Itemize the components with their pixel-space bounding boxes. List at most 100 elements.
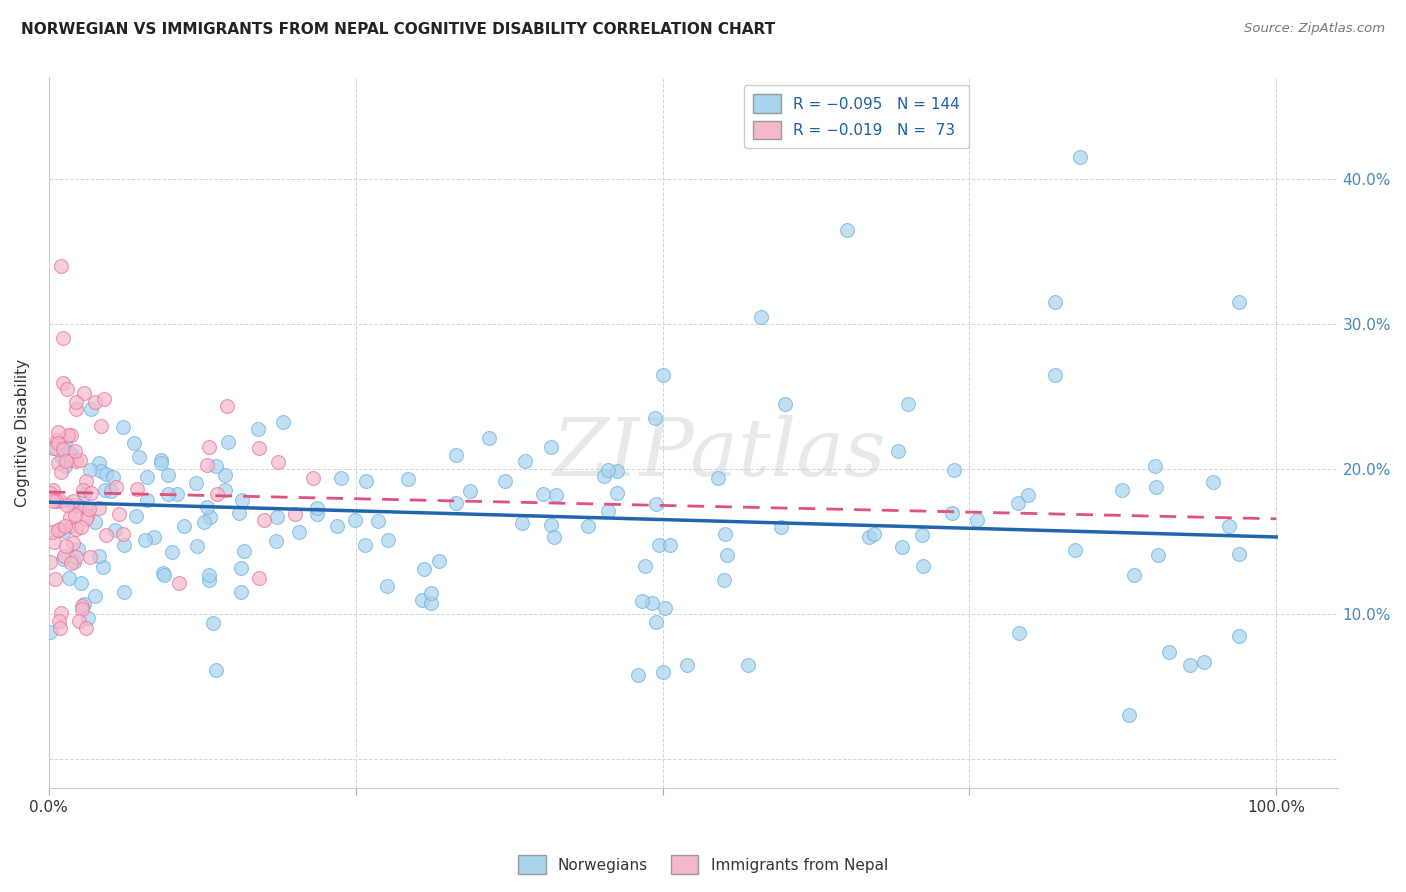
Point <box>1229 628 1251 642</box>
Point <box>73 597 96 611</box>
Point <box>198 573 221 587</box>
Point <box>70 601 93 615</box>
Point <box>173 519 195 533</box>
Point <box>186 476 208 491</box>
Point <box>44 572 66 586</box>
Point <box>112 585 135 599</box>
Point <box>707 471 730 485</box>
Point <box>444 448 467 462</box>
Point <box>576 519 599 533</box>
Point <box>195 500 218 514</box>
Legend: R = −0.095   N = 144, R = −0.019   N =  73: R = −0.095 N = 144, R = −0.019 N = 73 <box>744 85 969 148</box>
Point <box>596 463 619 477</box>
Point <box>247 441 270 455</box>
Point <box>229 561 252 575</box>
Point <box>75 512 97 526</box>
Point <box>79 402 101 417</box>
Point <box>60 453 83 467</box>
Point <box>647 538 669 552</box>
Point <box>540 518 562 533</box>
Point <box>543 530 565 544</box>
Point <box>737 657 759 672</box>
Point <box>716 549 738 563</box>
Point <box>412 562 434 576</box>
Point <box>76 611 98 625</box>
Point <box>631 593 654 607</box>
Point <box>214 468 236 483</box>
Point <box>204 664 226 678</box>
Point <box>44 441 66 455</box>
Point <box>676 657 699 672</box>
Point <box>167 576 190 591</box>
Point <box>444 496 467 510</box>
Point <box>513 454 536 468</box>
Point <box>367 514 389 528</box>
Point <box>911 528 934 542</box>
Point <box>55 453 77 467</box>
Point <box>160 545 183 559</box>
Point <box>966 513 988 527</box>
Point <box>215 399 238 413</box>
Point <box>1180 657 1202 672</box>
Point <box>59 518 82 533</box>
Point <box>229 585 252 599</box>
Point <box>546 488 568 502</box>
Point <box>633 559 655 574</box>
Point <box>65 522 87 536</box>
Point <box>1229 295 1251 310</box>
Point <box>253 513 276 527</box>
Point <box>267 455 290 469</box>
Point <box>79 502 101 516</box>
Point <box>427 553 450 567</box>
Point <box>540 440 562 454</box>
Point <box>93 392 115 406</box>
Point <box>195 458 218 472</box>
Point <box>1045 368 1067 382</box>
Point <box>458 483 481 498</box>
Point <box>214 483 236 497</box>
Point <box>96 528 118 542</box>
Point <box>329 471 352 485</box>
Point <box>75 474 97 488</box>
Point <box>645 615 668 629</box>
Point <box>127 482 149 496</box>
Point <box>42 535 65 549</box>
Point <box>105 480 128 494</box>
Point <box>58 571 80 585</box>
Point <box>75 501 97 516</box>
Point <box>111 420 134 434</box>
Point <box>775 396 797 410</box>
Point <box>396 472 419 486</box>
Point <box>69 452 91 467</box>
Point <box>91 560 114 574</box>
Point <box>53 518 76 533</box>
Point <box>89 456 111 470</box>
Point <box>247 571 270 585</box>
Point <box>59 446 82 460</box>
Point <box>166 487 188 501</box>
Point <box>419 586 441 600</box>
Point <box>90 419 112 434</box>
Point <box>136 493 159 508</box>
Point <box>79 486 101 500</box>
Point <box>112 538 135 552</box>
Point <box>53 458 76 473</box>
Point <box>152 568 174 582</box>
Y-axis label: Cognitive Disability: Cognitive Disability <box>15 359 30 507</box>
Point <box>52 549 75 563</box>
Point <box>49 493 72 508</box>
Point <box>70 599 93 613</box>
Point <box>125 508 148 523</box>
Point <box>1111 483 1133 497</box>
Point <box>1045 295 1067 310</box>
Point <box>1147 548 1170 562</box>
Point <box>46 425 69 440</box>
Point <box>66 541 89 556</box>
Point <box>198 567 221 582</box>
Point <box>1144 480 1167 494</box>
Point <box>344 513 367 527</box>
Point <box>204 459 226 474</box>
Point <box>531 486 554 500</box>
Point <box>198 440 221 454</box>
Legend: Norwegians, Immigrants from Nepal: Norwegians, Immigrants from Nepal <box>512 849 894 880</box>
